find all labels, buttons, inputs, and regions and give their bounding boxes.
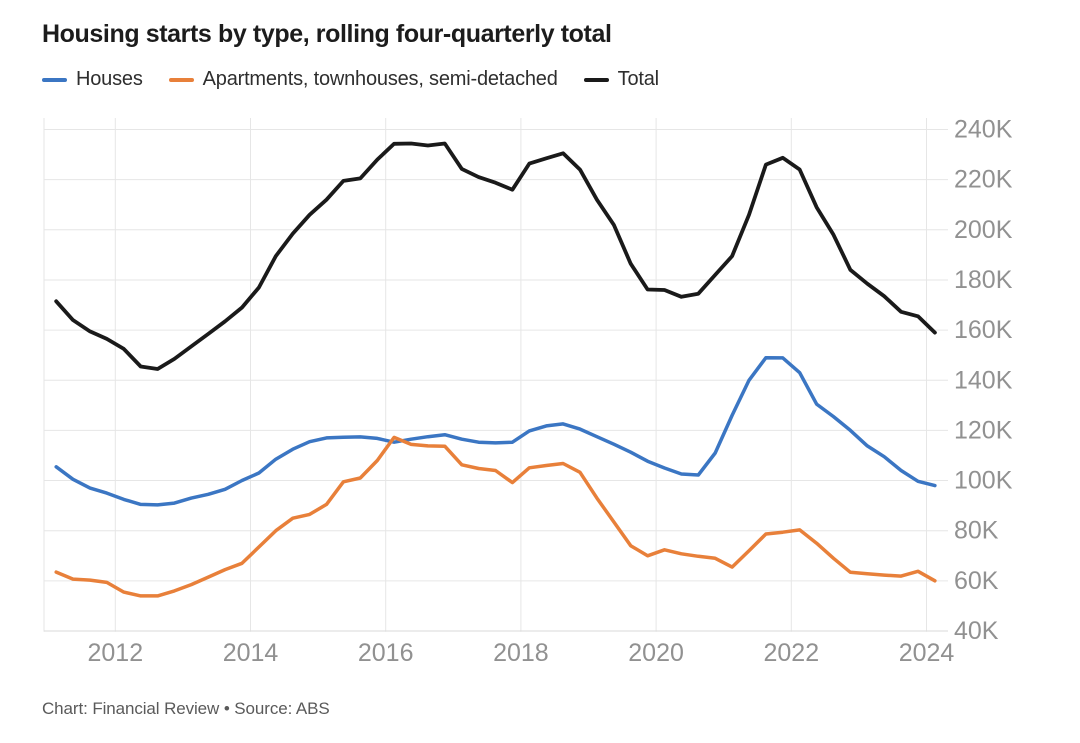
series-line-apartments-townhouses-semi-detached [54,435,937,598]
legend-label-houses: Houses [76,68,143,90]
chart-title: Housing starts by type, rolling four-qua… [42,20,612,48]
x-tick-label: 2020 [628,639,684,667]
x-tick-label: 2014 [223,639,279,667]
legend-item-houses: Houses [42,68,143,91]
x-tick-label: 2016 [358,639,414,667]
apartments-line-swatch-icon [168,77,194,82]
chart-legend: Houses Apartments, townhouses, semi-deta… [42,68,659,91]
y-tick-label: 40K [954,617,999,645]
x-tick-label: 2024 [899,639,955,667]
x-tick-label: 2018 [493,639,549,667]
legend-label-apartments: Apartments, townhouses, semi-detached [202,68,558,90]
y-tick-label: 120K [954,416,1013,444]
series-line-total [54,141,937,371]
legend-item-total: Total [583,68,659,91]
y-tick-label: 60K [954,567,999,595]
legend-item-apartments: Apartments, townhouses, semi-detached [168,68,558,91]
houses-line-swatch-icon [42,77,67,82]
y-tick-label: 220K [954,166,1013,194]
legend-label-total: Total [617,68,659,90]
y-tick-label: 80K [954,517,999,545]
y-tick-label: 200K [954,216,1013,244]
series-line-houses [54,355,937,507]
total-line-swatch-icon [583,77,609,82]
x-tick-label: 2012 [87,639,143,667]
y-tick-label: 180K [954,266,1013,294]
y-tick-label: 160K [954,316,1013,344]
y-tick-label: 140K [954,366,1013,394]
chart-source-attribution: Chart: Financial Review • Source: ABS [42,699,330,718]
x-tick-label: 2022 [763,639,819,667]
y-tick-label: 240K [954,116,1013,144]
y-tick-label: 100K [954,467,1013,495]
